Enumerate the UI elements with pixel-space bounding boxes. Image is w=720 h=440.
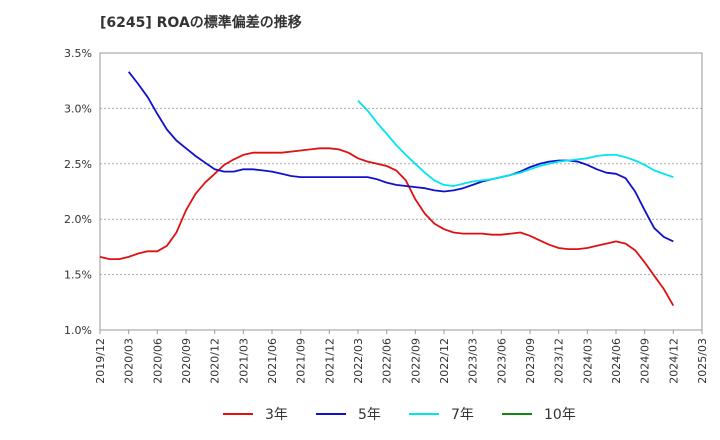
legend-label-1: 5年: [358, 407, 381, 423]
y-tick-label: 3.0%: [64, 102, 92, 115]
series-lines: [99, 71, 675, 307]
x-tick-label: 2022/03: [352, 338, 365, 384]
x-tick-label: 2021/09: [295, 338, 308, 384]
x-tick-label: 2021/06: [266, 338, 279, 384]
x-tick-label: 2024/12: [667, 338, 680, 384]
y-tick-label: 3.5%: [64, 47, 92, 60]
legend-label-3: 10年: [544, 407, 576, 423]
gridlines: [100, 107, 702, 276]
x-tick-label: 2023/06: [495, 338, 508, 384]
y-tick-label: 2.5%: [64, 158, 92, 171]
chart-title: [6245] ROAの標準偏差の推移: [100, 15, 302, 31]
plot-area: [100, 53, 702, 330]
x-axis-ticks: 2019/12 2020/03 2020/06 2020/09 2020/12 2021/…: [94, 330, 709, 384]
series-line-1: [127, 71, 674, 243]
x-tick-label: 2023/09: [524, 338, 537, 384]
y-tick-label: 1.5%: [64, 269, 92, 282]
x-tick-label: 2020/12: [209, 338, 222, 384]
series-line-0: [99, 147, 675, 307]
legend: 3年 5年 7年 10年: [223, 407, 576, 423]
x-tick-label: 2020/03: [123, 338, 136, 384]
y-axis-ticks: 1.0% 1.5% 2.0% 2.5% 3.0% 3.5%: [64, 47, 92, 337]
x-tick-label: 2023/03: [467, 338, 480, 384]
plot-frame: [99, 52, 703, 331]
x-tick-label: 2019/12: [94, 338, 107, 384]
x-tick-label: 2024/06: [610, 338, 623, 384]
x-tick-label: 2021/12: [323, 338, 336, 384]
x-tick-label: 2025/03: [696, 338, 709, 384]
y-tick-label: 1.0%: [64, 324, 92, 337]
x-tick-label: 2022/09: [409, 338, 422, 384]
x-tick-label: 2024/09: [639, 338, 652, 384]
x-tick-label: 2021/03: [237, 338, 250, 384]
series-line-2: [357, 99, 674, 187]
x-tick-label: 2023/12: [553, 338, 566, 384]
y-tick-label: 2.0%: [64, 213, 92, 226]
x-tick-label: 2022/12: [438, 338, 451, 384]
legend-label-0: 3年: [265, 407, 288, 423]
x-tick-label: 2022/06: [381, 338, 394, 384]
x-tick-label: 2020/09: [180, 338, 193, 384]
x-tick-label: 2020/06: [151, 338, 164, 384]
x-tick-label: 2024/03: [581, 338, 594, 384]
legend-label-2: 7年: [451, 407, 474, 423]
